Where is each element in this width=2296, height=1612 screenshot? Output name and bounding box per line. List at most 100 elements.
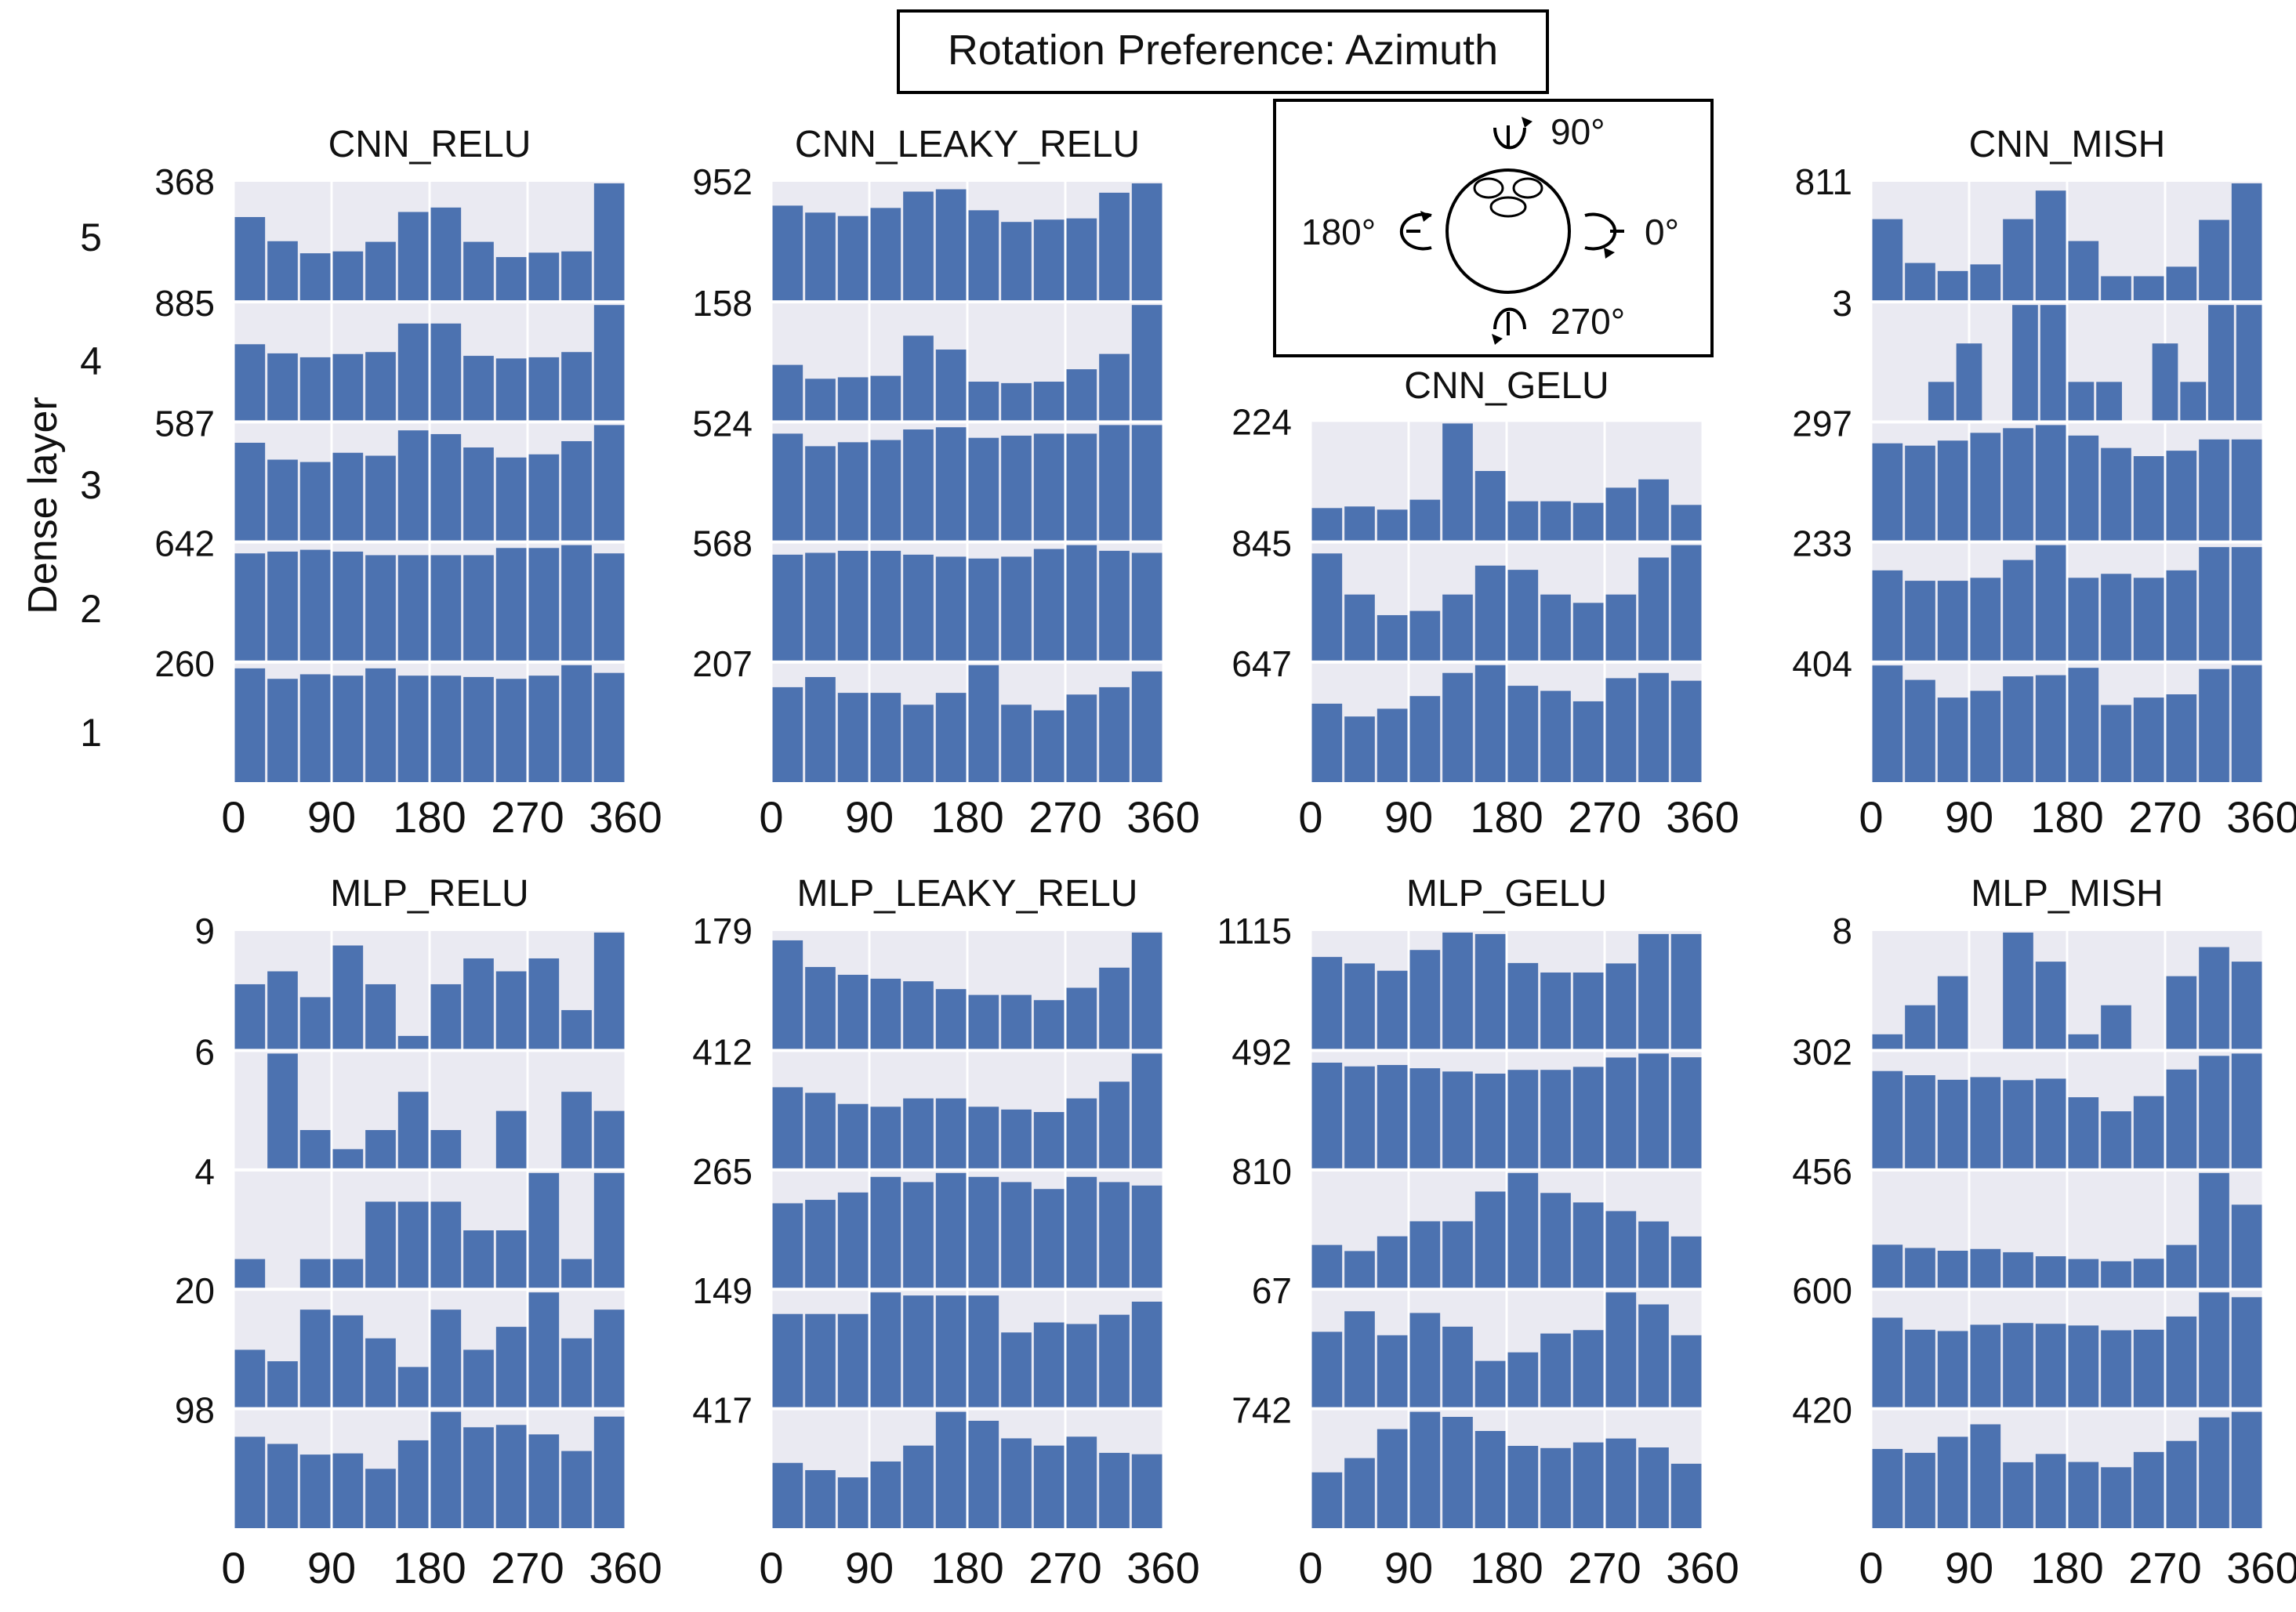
layer-label-3: 3 — [80, 463, 102, 507]
bar — [1131, 671, 1163, 782]
x-tick-label: 90 — [845, 792, 894, 842]
bar — [1638, 1053, 1669, 1168]
bar — [1670, 933, 1702, 1049]
bar — [561, 1338, 592, 1407]
bar — [1638, 672, 1669, 782]
bar — [561, 1092, 592, 1168]
bar — [299, 1310, 331, 1407]
bar — [2231, 1204, 2262, 1288]
bar — [1970, 1248, 2001, 1288]
bar — [299, 462, 331, 541]
bar — [2003, 1252, 2033, 1288]
bar — [397, 212, 429, 301]
bar — [1937, 1436, 1968, 1528]
bar — [1099, 550, 1130, 661]
bar — [837, 377, 869, 421]
x-tick-label: 270 — [491, 1543, 564, 1592]
bar — [1409, 696, 1441, 782]
inset-label-90: 90° — [1551, 111, 1605, 152]
bar — [2003, 219, 2033, 301]
bar — [430, 1411, 462, 1528]
bar — [1605, 963, 1637, 1049]
bar — [365, 1338, 396, 1407]
bar — [332, 551, 364, 661]
bar — [365, 555, 396, 661]
layer-max-label: 67 — [1252, 1270, 1292, 1311]
bar — [495, 971, 527, 1049]
bar — [2133, 456, 2164, 541]
bar — [903, 1098, 934, 1168]
bar — [1872, 1244, 1903, 1288]
bar — [1507, 501, 1539, 541]
bar — [2101, 447, 2131, 541]
bar — [837, 1313, 869, 1407]
x-tick-label: 180 — [2030, 792, 2103, 842]
bar — [2068, 241, 2099, 301]
bar — [234, 442, 266, 541]
bar — [772, 1087, 803, 1168]
bar — [593, 1310, 625, 1407]
chart-title: MLP_MISH — [1971, 873, 2163, 915]
bar — [463, 1427, 494, 1528]
bar — [1033, 1189, 1065, 1288]
rotation-arrow-right-icon — [1584, 212, 1624, 259]
x-tick-label: 0 — [1859, 1543, 1883, 1592]
bar — [837, 1192, 869, 1288]
bar — [397, 1201, 429, 1288]
bar — [1937, 1079, 1968, 1168]
bar — [805, 1200, 836, 1288]
chart-title: MLP_GELU — [1406, 873, 1607, 915]
bar — [1066, 433, 1097, 541]
svg-text:1: 1 — [80, 711, 102, 755]
bar — [1001, 435, 1032, 541]
bar — [1474, 1191, 1506, 1288]
bar — [1344, 1311, 1375, 1407]
bar — [1033, 1322, 1065, 1407]
bar — [1905, 1452, 1935, 1528]
bar — [332, 1453, 364, 1528]
bar — [365, 668, 396, 782]
layer-max-label: 368 — [154, 161, 215, 202]
x-tick-label: 180 — [930, 1543, 1003, 1592]
bar — [1572, 972, 1604, 1049]
bar — [1638, 479, 1669, 541]
bar — [2199, 1417, 2229, 1528]
bar — [495, 1327, 527, 1407]
bar — [1540, 972, 1571, 1049]
bar — [2068, 578, 2099, 661]
bar — [1001, 1109, 1032, 1168]
bar — [1572, 1442, 1604, 1528]
bar — [903, 335, 934, 421]
bar — [870, 208, 901, 301]
bar — [1442, 1326, 1473, 1407]
bar — [1670, 1236, 1702, 1288]
y-axis-label: Dense layer — [20, 397, 66, 614]
bar — [1507, 962, 1539, 1049]
chart-title: MLP_LEAKY_RELU — [797, 873, 1138, 915]
bar — [935, 556, 967, 661]
bar — [1507, 570, 1539, 661]
eye-left — [1473, 177, 1504, 199]
bar — [1474, 565, 1506, 661]
x-tick-label: 270 — [1568, 792, 1641, 842]
bar — [430, 1201, 462, 1288]
bar — [1377, 970, 1408, 1049]
bar — [463, 1349, 494, 1407]
layer-label-4: 4 — [80, 339, 102, 383]
bar — [968, 1107, 999, 1168]
bar — [2199, 947, 2229, 1049]
bar — [772, 1462, 803, 1528]
bar — [1970, 264, 2001, 301]
bar — [561, 545, 592, 661]
bar — [935, 427, 967, 541]
bar — [2068, 382, 2095, 421]
bar — [1474, 1360, 1506, 1407]
bar — [1377, 1335, 1408, 1407]
bar — [1905, 1329, 1935, 1407]
bar — [2035, 675, 2066, 782]
layer-max-label: 4 — [194, 1151, 215, 1192]
bar — [397, 1367, 429, 1407]
bar — [1311, 553, 1343, 661]
bar — [593, 1416, 625, 1528]
bar — [1131, 1053, 1163, 1168]
